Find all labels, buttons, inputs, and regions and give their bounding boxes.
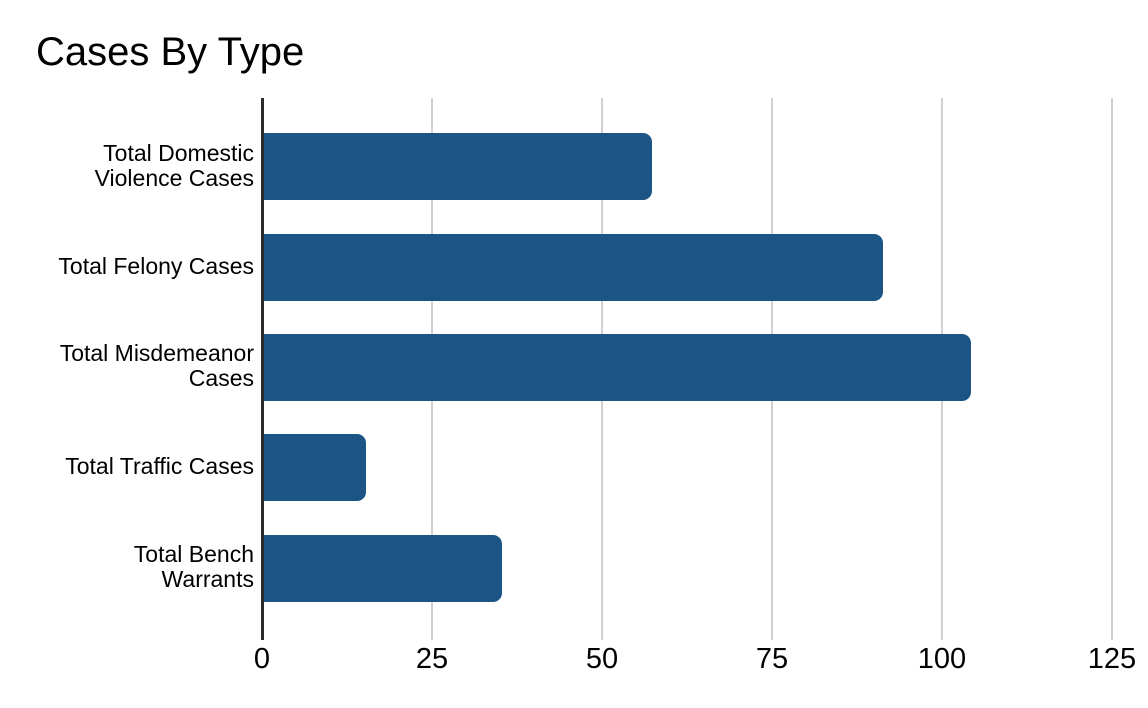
category-label-4: Total Bench Warrants <box>0 542 254 592</box>
category-label-3: Total Traffic Cases <box>0 454 254 479</box>
category-label-line: Total Felony Cases <box>58 252 254 279</box>
baseline-axis-line <box>261 98 264 640</box>
x-axis-tick-label: 75 <box>755 643 789 675</box>
x-axis-tick-label: 100 <box>917 643 967 675</box>
x-axis-tick-label: 50 <box>585 643 619 675</box>
plot-area <box>261 98 1113 640</box>
category-label-line: Total Traffic Cases <box>65 453 254 480</box>
x-axis-tick-label: 25 <box>415 643 449 675</box>
category-label-0: Total Domestic Violence Cases <box>0 139 254 191</box>
bar-3[interactable] <box>264 434 366 502</box>
bar-1[interactable] <box>264 233 883 301</box>
category-label-line: Total Domestic <box>103 139 254 166</box>
x-axis-tick-label: 0 <box>253 643 271 675</box>
chart-title: Cases By Type <box>36 30 305 74</box>
bar-2[interactable] <box>264 333 972 401</box>
category-label-line: Total Misdemeanor <box>59 340 254 367</box>
gridline <box>1111 98 1113 640</box>
category-label-line: Warrants <box>161 566 254 592</box>
bar-4[interactable] <box>264 534 502 602</box>
x-axis-tick-label: 125 <box>1087 643 1137 675</box>
category-label-2: Total Misdemeanor Cases <box>0 341 254 391</box>
category-label-line: Cases <box>188 365 254 392</box>
bar-0[interactable] <box>264 133 652 201</box>
category-label-line: Total Bench <box>133 541 254 567</box>
category-label-line: Violence Cases <box>94 164 254 191</box>
category-label-1: Total Felony Cases <box>0 252 254 279</box>
